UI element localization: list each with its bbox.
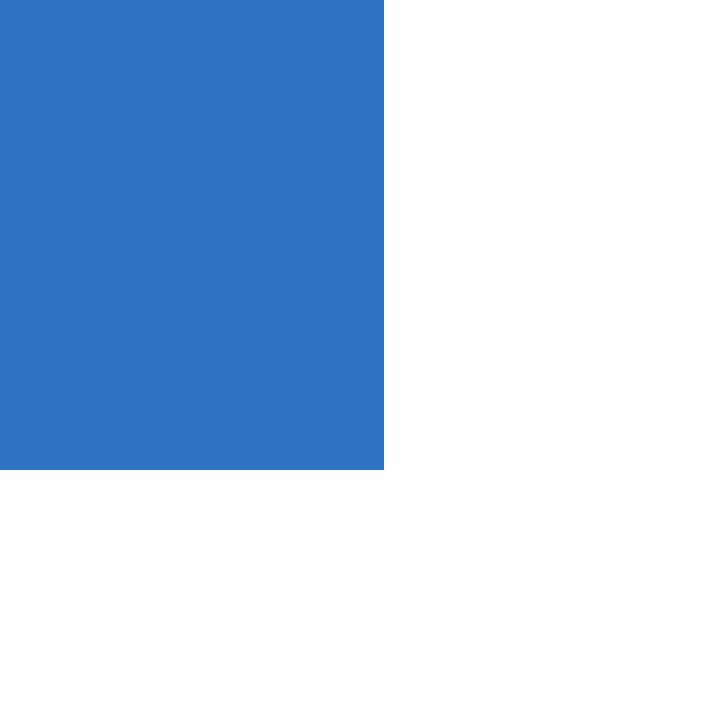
bottom-blank-area [0,470,722,722]
blue-panel[interactable] [0,0,384,470]
right-blank-area [384,0,722,470]
